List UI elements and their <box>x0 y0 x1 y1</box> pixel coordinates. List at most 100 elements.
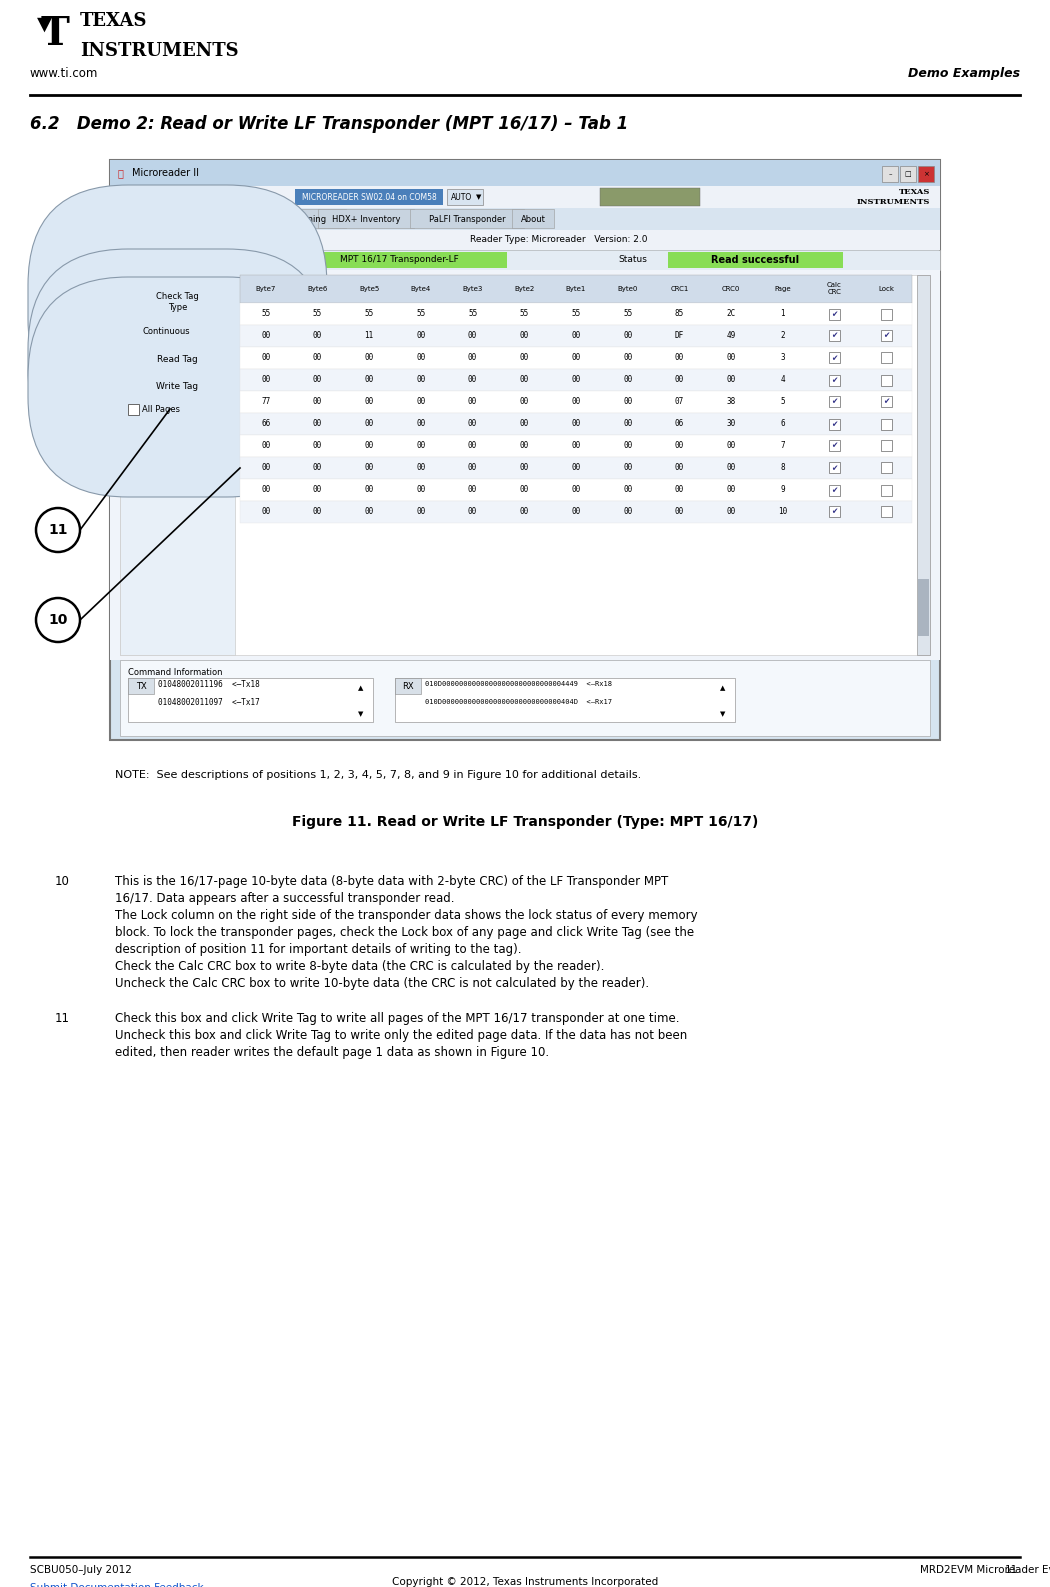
Text: 00: 00 <box>623 354 632 362</box>
Bar <box>881 308 891 319</box>
Bar <box>128 678 154 694</box>
Bar <box>828 352 840 363</box>
Text: ▼: ▼ <box>720 711 726 717</box>
Text: ✔: ✔ <box>883 332 889 341</box>
FancyBboxPatch shape <box>28 249 327 470</box>
Bar <box>900 167 916 183</box>
Bar <box>120 275 930 655</box>
Circle shape <box>36 508 80 552</box>
Bar <box>240 348 912 370</box>
Bar <box>318 209 414 229</box>
Text: DF: DF <box>675 332 684 341</box>
Bar <box>172 209 346 229</box>
Text: 00: 00 <box>468 486 478 495</box>
Text: CRC1: CRC1 <box>670 286 689 292</box>
Bar <box>881 330 891 341</box>
Text: 00: 00 <box>727 376 736 384</box>
Bar <box>828 462 840 473</box>
Text: T: T <box>41 14 69 52</box>
Text: 00: 00 <box>416 441 425 451</box>
Text: 00: 00 <box>623 463 632 473</box>
Text: ✔: ✔ <box>832 309 838 319</box>
Bar <box>881 397 891 408</box>
Bar <box>395 678 735 722</box>
Text: 00: 00 <box>313 354 322 362</box>
Text: CRC0: CRC0 <box>722 286 740 292</box>
Text: Read Tag: Read Tag <box>158 354 197 363</box>
Text: 00: 00 <box>675 486 684 495</box>
Text: 55: 55 <box>416 309 425 319</box>
Text: Check Tag
Type: Check Tag Type <box>156 292 198 311</box>
Bar <box>410 209 524 229</box>
Bar <box>110 251 940 270</box>
Text: Transponder Type: Transponder Type <box>180 256 259 265</box>
Text: ✔: ✔ <box>832 354 838 362</box>
Text: 00: 00 <box>571 419 581 428</box>
Bar <box>120 660 930 736</box>
Bar <box>128 678 373 722</box>
Text: 00: 00 <box>416 332 425 341</box>
Text: 55: 55 <box>571 309 581 319</box>
Text: File: File <box>120 192 135 202</box>
Bar <box>240 390 912 413</box>
Text: 00: 00 <box>313 441 322 451</box>
Text: 00: 00 <box>468 332 478 341</box>
Text: 55: 55 <box>261 309 271 319</box>
Text: 00: 00 <box>416 354 425 362</box>
Text: 00: 00 <box>520 376 529 384</box>
Text: ✔: ✔ <box>832 332 838 341</box>
Bar <box>292 252 507 268</box>
Text: 5: 5 <box>780 397 785 406</box>
Bar <box>240 413 912 435</box>
Text: 3: 3 <box>780 354 785 362</box>
Text: Copyright © 2012, Texas Instruments Incorporated: Copyright © 2012, Texas Instruments Inco… <box>392 1577 658 1587</box>
Text: Continuous: Continuous <box>142 327 190 335</box>
Text: 00: 00 <box>727 463 736 473</box>
Text: Help: Help <box>148 192 169 202</box>
Bar <box>395 678 421 694</box>
Bar <box>240 435 912 457</box>
Text: Command Information: Command Information <box>128 668 223 678</box>
Bar <box>881 352 891 363</box>
Text: 00: 00 <box>416 463 425 473</box>
Text: 7: 7 <box>780 441 785 451</box>
Text: 00: 00 <box>468 463 478 473</box>
Text: 00: 00 <box>313 376 322 384</box>
Circle shape <box>36 598 80 643</box>
Text: ×: × <box>923 171 929 178</box>
Text: 00: 00 <box>468 354 478 362</box>
Text: ✔: ✔ <box>832 508 838 516</box>
Text: 55: 55 <box>623 309 632 319</box>
Text: 00: 00 <box>727 354 736 362</box>
Text: This is the 16/17-page 10-byte data (8-byte data with 2-byte CRC) of the LF Tran: This is the 16/17-page 10-byte data (8-b… <box>116 874 668 889</box>
Text: OTP/HDX+ Programming/Tuning: OTP/HDX+ Programming/Tuning <box>191 214 327 224</box>
Text: Status: Status <box>618 256 647 265</box>
Text: 30: 30 <box>727 419 736 428</box>
Text: 010D00000000000000000000000000004449  <–Rx18: 010D00000000000000000000000000004449 <–R… <box>425 681 612 687</box>
Bar <box>881 419 891 430</box>
Text: 00: 00 <box>364 397 374 406</box>
Text: 00: 00 <box>727 486 736 495</box>
Text: The Lock column on the right side of the transponder data shows the lock status : The Lock column on the right side of the… <box>116 909 697 922</box>
Text: ✔: ✔ <box>832 376 838 384</box>
Text: 00: 00 <box>520 486 529 495</box>
Text: 00: 00 <box>520 332 529 341</box>
Text: 01048002011196  <–Tx18: 01048002011196 <–Tx18 <box>158 679 259 689</box>
Text: Demo Examples: Demo Examples <box>908 67 1020 79</box>
Bar <box>828 397 840 408</box>
Text: 55: 55 <box>364 309 374 319</box>
Text: Byte3: Byte3 <box>462 286 483 292</box>
Text: 00: 00 <box>416 486 425 495</box>
Text: Byte7: Byte7 <box>255 286 276 292</box>
Text: 00: 00 <box>571 376 581 384</box>
Text: 010D0000000000000000000000000000404D  <–Rx17: 010D0000000000000000000000000000404D <–R… <box>425 698 612 705</box>
Text: Microreader II: Microreader II <box>132 168 200 178</box>
Text: 00: 00 <box>261 463 271 473</box>
Text: 00: 00 <box>416 376 425 384</box>
Text: block. To lock the transponder pages, check the Lock box of any page and click W: block. To lock the transponder pages, ch… <box>116 925 694 940</box>
Text: 00: 00 <box>520 397 529 406</box>
Text: 10: 10 <box>55 874 70 889</box>
Text: INSTRUMENTS: INSTRUMENTS <box>80 41 238 60</box>
Bar <box>110 160 940 740</box>
Bar <box>828 484 840 495</box>
